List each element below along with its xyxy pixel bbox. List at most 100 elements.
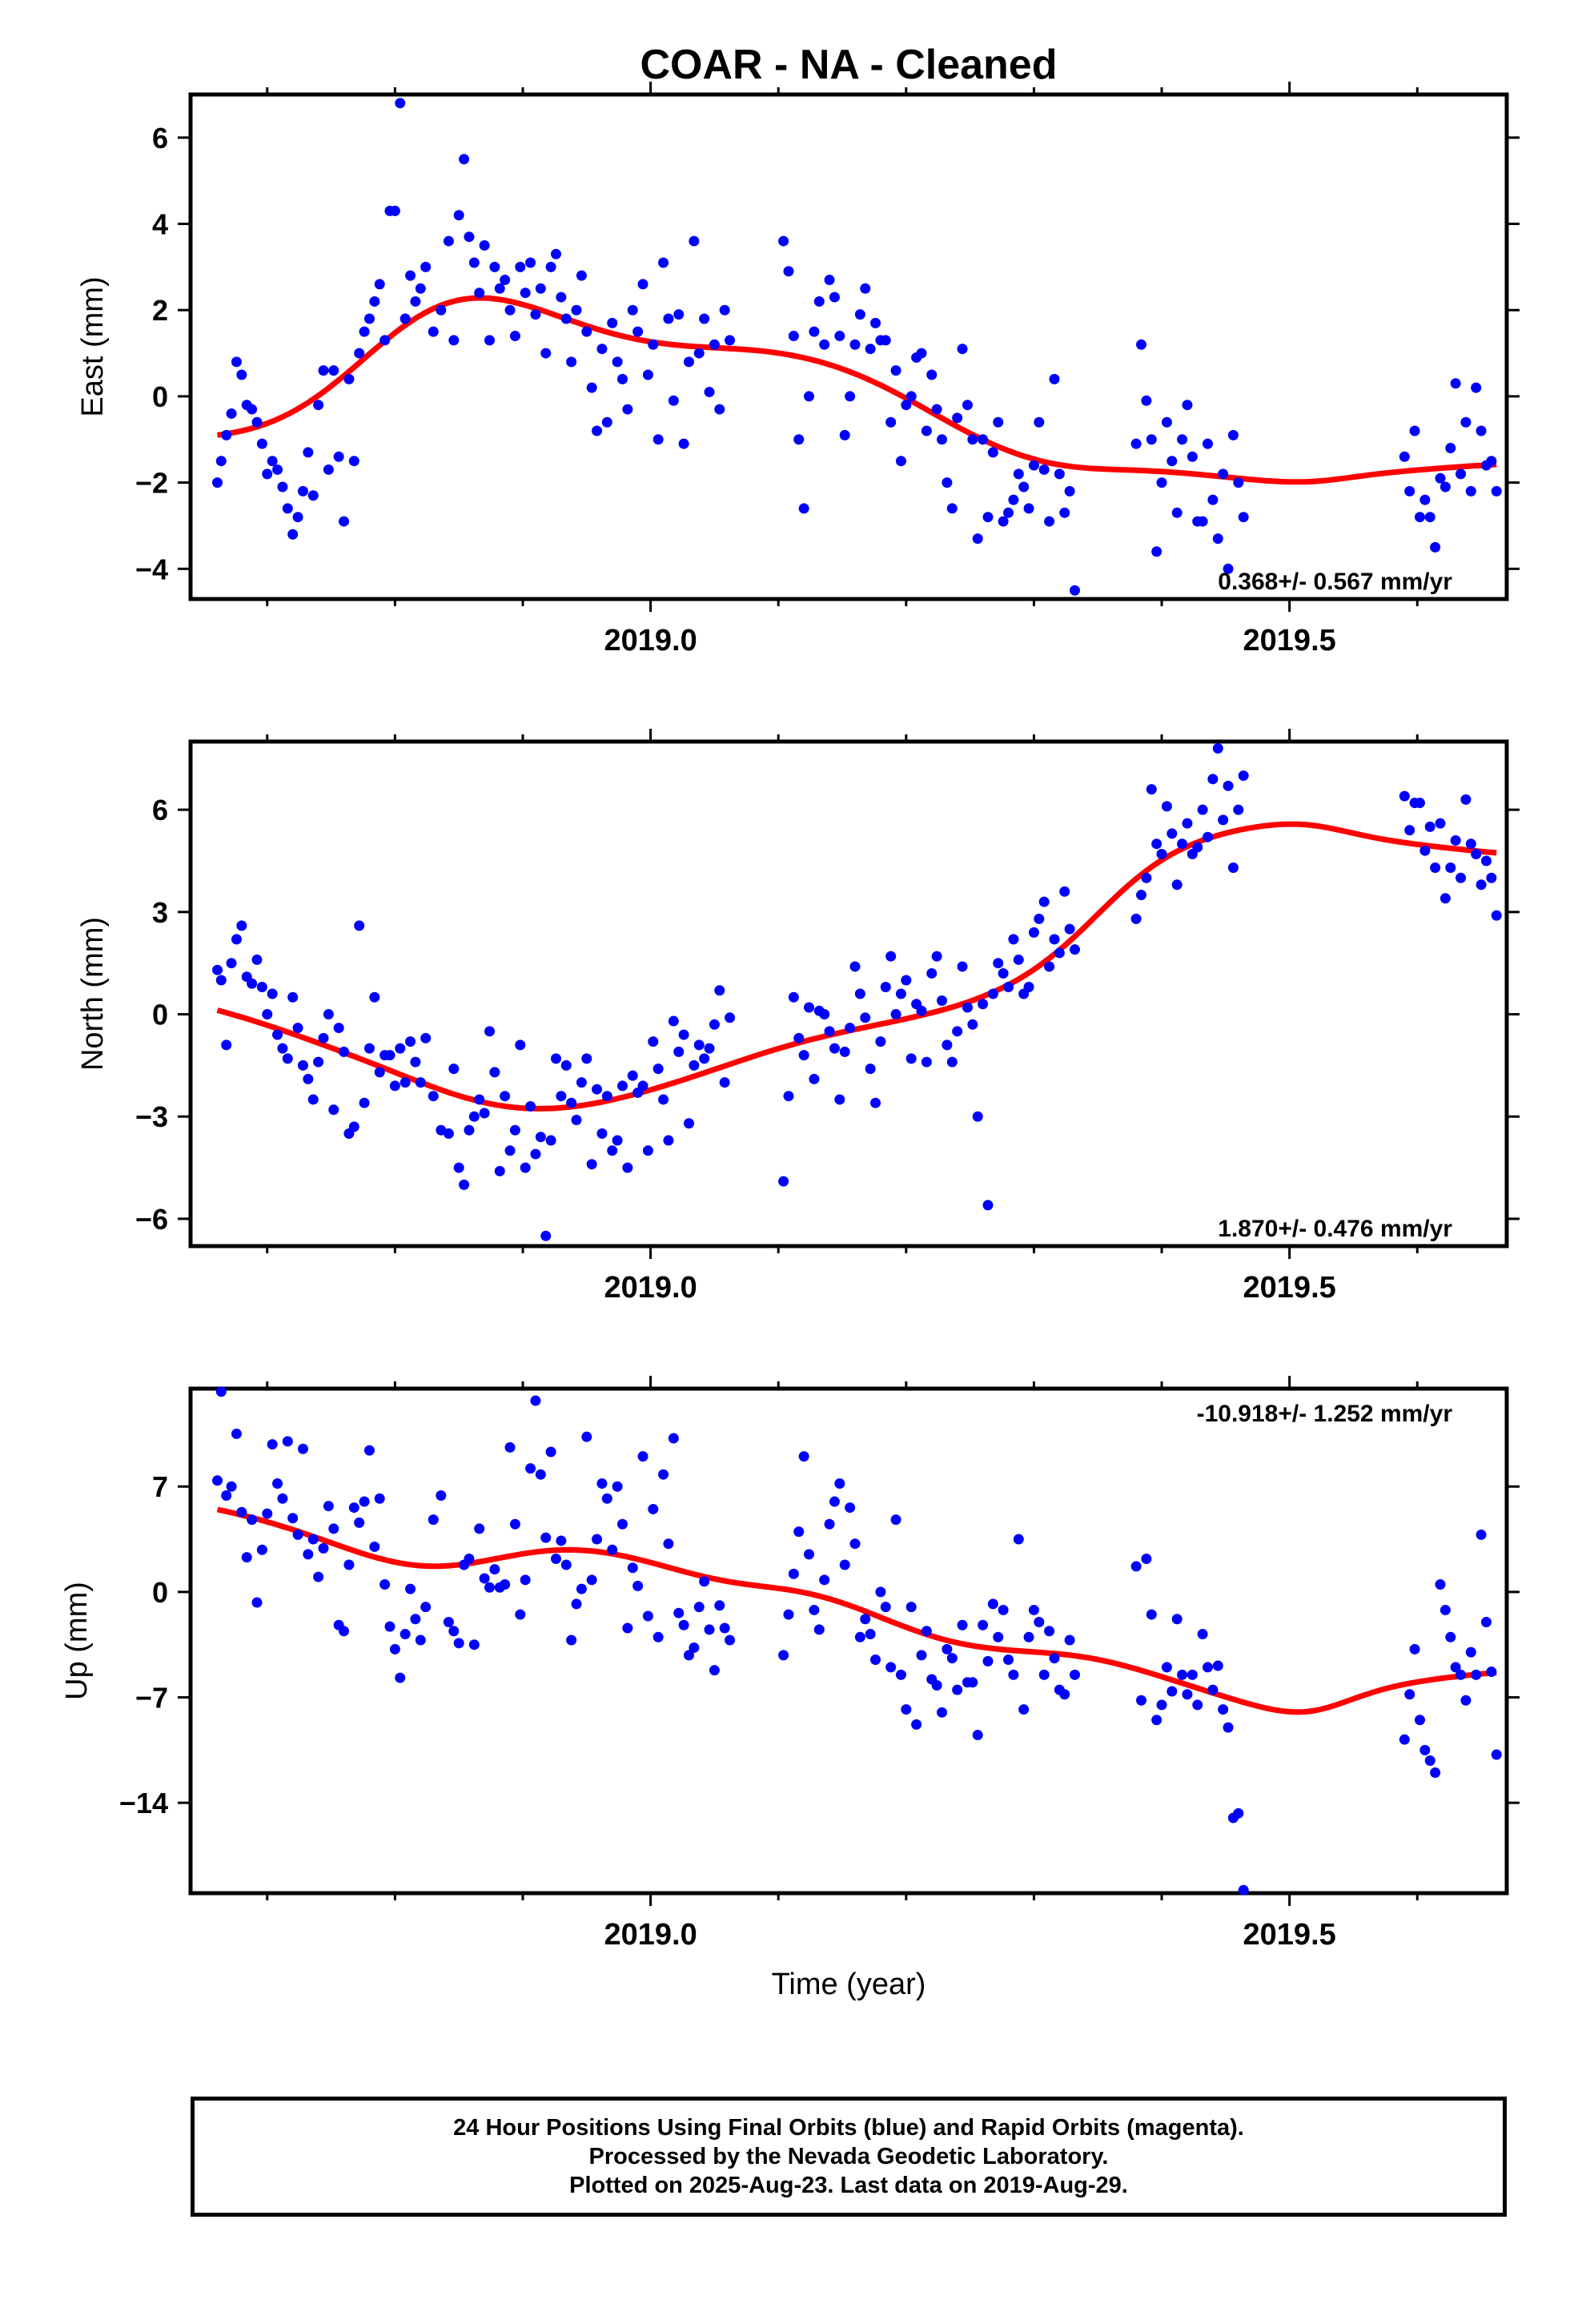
data-point <box>251 954 263 965</box>
data-point <box>1013 468 1024 480</box>
data-point <box>1465 485 1476 497</box>
data-point <box>905 391 917 402</box>
data-point <box>359 326 370 337</box>
data-point <box>1439 481 1451 493</box>
data-point <box>267 456 278 467</box>
data-point <box>982 1200 994 1211</box>
data-point <box>1049 373 1060 384</box>
x-tick-label: 2019.5 <box>1243 624 1336 657</box>
data-point <box>1409 425 1420 436</box>
data-point <box>1399 1734 1410 1745</box>
data-point <box>942 477 953 489</box>
data-point <box>348 456 359 467</box>
data-point <box>1008 934 1019 945</box>
data-point <box>436 304 447 316</box>
data-point <box>363 1043 375 1054</box>
panel-east: −4 −2 0 2 4 6 2019.0 2019.5 East (mm) 0.368+/- … <box>76 82 1520 657</box>
data-point <box>1445 862 1456 873</box>
data-point <box>1049 1653 1060 1664</box>
data-point <box>798 1451 809 1462</box>
data-point <box>363 1445 375 1456</box>
data-point <box>865 1629 876 1640</box>
data-point <box>1419 845 1431 856</box>
data-point <box>916 1005 927 1016</box>
data-point <box>1028 1604 1039 1615</box>
data-point <box>982 512 994 523</box>
data-point <box>890 1514 901 1526</box>
data-point <box>1044 961 1055 972</box>
data-point <box>448 335 460 346</box>
data-point <box>1038 464 1050 475</box>
data-point <box>834 331 845 342</box>
data-point <box>895 988 906 999</box>
data-point <box>612 1481 623 1492</box>
data-point <box>778 1650 789 1661</box>
y-tick-label: 0 <box>152 999 168 1031</box>
data-point <box>474 1094 485 1105</box>
data-point <box>221 429 232 440</box>
data-point <box>410 296 421 307</box>
data-point <box>212 964 223 975</box>
y-tick-label: 0 <box>152 380 168 413</box>
data-point <box>415 1077 426 1088</box>
data-point <box>420 1032 432 1043</box>
data-point <box>1171 1614 1182 1625</box>
data-point <box>500 1578 511 1590</box>
data-point <box>895 456 906 467</box>
data-point <box>1227 429 1239 440</box>
data-point <box>369 991 380 1003</box>
data-point <box>865 1063 876 1075</box>
data-point <box>793 434 805 445</box>
data-point <box>571 1115 582 1125</box>
data-point <box>479 1573 490 1584</box>
y-tick-label: −3 <box>135 1100 168 1133</box>
data-point <box>719 304 730 316</box>
data-point <box>709 1019 720 1030</box>
data-point <box>1207 774 1219 785</box>
data-point <box>1238 770 1249 782</box>
data-point <box>576 1077 587 1088</box>
y-axis-label-up: Up (mm) <box>60 1582 94 1700</box>
data-point <box>931 404 942 415</box>
data-point <box>1192 842 1203 853</box>
data-point <box>1161 1662 1172 1673</box>
data-point <box>277 481 288 493</box>
data-point <box>215 1386 227 1397</box>
data-point <box>1218 814 1229 826</box>
data-point <box>1166 1686 1178 1697</box>
data-point <box>926 369 938 380</box>
y-tick-label: 3 <box>152 896 168 929</box>
data-point <box>530 1395 541 1406</box>
data-point <box>530 309 541 320</box>
fit-curve <box>216 821 1497 1112</box>
data-point <box>236 920 247 931</box>
data-point <box>607 1145 618 1156</box>
data-point <box>500 1091 511 1102</box>
x-tick-label: 2019.0 <box>604 624 697 657</box>
data-point <box>804 1002 815 1013</box>
data-point <box>704 1043 715 1054</box>
data-point <box>1480 855 1492 866</box>
data-point <box>658 1094 669 1105</box>
ticks-east: −4 −2 0 2 4 6 2019.0 2019.5 <box>135 82 1520 657</box>
data-point <box>1034 913 1045 924</box>
data-point <box>885 951 897 962</box>
data-point <box>415 283 426 294</box>
data-point <box>400 1629 411 1640</box>
data-point <box>535 283 546 294</box>
data-point <box>313 1056 324 1068</box>
data-point <box>359 1496 370 1507</box>
data-point <box>648 339 659 350</box>
data-point <box>693 1602 705 1613</box>
data-point <box>226 408 237 419</box>
data-point <box>601 416 612 428</box>
data-point <box>1465 1647 1476 1658</box>
data-point <box>576 270 587 281</box>
data-point <box>1399 451 1410 462</box>
data-point <box>395 98 406 109</box>
data-point <box>1013 1534 1024 1545</box>
data-point <box>468 1111 480 1122</box>
data-point <box>798 503 809 514</box>
data-point <box>556 1535 567 1546</box>
data-point <box>374 1493 385 1504</box>
